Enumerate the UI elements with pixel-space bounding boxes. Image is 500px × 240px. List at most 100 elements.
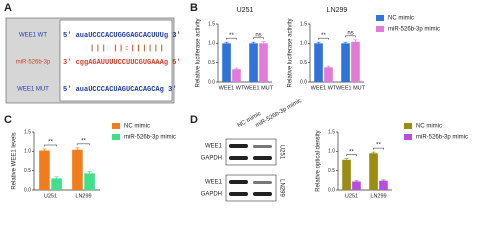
y-tick-label: 1.5 — [208, 21, 215, 27]
x-tick-label: U251 — [44, 193, 57, 199]
chart-title: U251 — [237, 7, 254, 14]
y-tick-label: 0.5 — [208, 60, 215, 66]
y-tick-label: 0.0 — [328, 187, 335, 193]
significance: ** — [376, 143, 381, 149]
significance-bracket — [43, 144, 58, 147]
blot — [225, 138, 277, 202]
band — [253, 181, 272, 184]
legend-swatch — [112, 134, 120, 140]
y-tick-label: 1.0 — [24, 149, 31, 155]
legend-label: NC mimic — [416, 124, 442, 130]
blot-row: GAPDH — [201, 192, 222, 198]
y-tick-label: 0.5 — [24, 168, 31, 174]
y-tick-label: 1.0 — [328, 149, 335, 155]
significance: ** — [321, 33, 326, 39]
significance-bracket — [76, 143, 91, 146]
y-axis-label: Relative WEE1 levels — [12, 132, 18, 189]
row-label: miR-526b-3p — [16, 60, 51, 66]
band — [253, 145, 272, 148]
bar — [351, 41, 360, 82]
bar — [232, 69, 241, 82]
pairing: ||| ||:|||||| — [90, 45, 165, 53]
bar — [72, 149, 83, 190]
bar — [379, 180, 388, 190]
band — [253, 156, 272, 160]
legend-label: miR-526b-3p mimic — [124, 135, 176, 141]
legend-swatch — [376, 15, 384, 21]
bar — [222, 43, 231, 82]
blot-frame — [225, 138, 277, 166]
y-axis-label: Relative luciferase activity — [288, 18, 294, 87]
legend-swatch — [376, 26, 384, 32]
cell-line: LN299 — [278, 179, 284, 197]
legend-swatch — [112, 123, 120, 129]
y-tick-label: 0.0 — [300, 79, 307, 85]
x-tick-label: WEE1 MUT — [244, 85, 274, 91]
blot-row: WEE1 — [205, 144, 223, 150]
significance: ** — [81, 138, 86, 144]
significance-bracket — [318, 37, 329, 40]
legend-label: NC mimic — [124, 124, 150, 130]
bar — [324, 67, 333, 82]
chart-title: LN299 — [327, 7, 348, 14]
blot-frame — [225, 174, 277, 202]
blot-row: GAPDH — [201, 156, 222, 162]
legend-swatch — [404, 123, 412, 129]
legend-label: NC mimic — [388, 16, 414, 22]
x-tick-label: WEE1 MUT — [336, 85, 366, 91]
cell-line: U251 — [278, 145, 284, 160]
y-tick-label: 0.0 — [208, 79, 215, 85]
row-label: WEE1 WT — [19, 33, 47, 39]
bar — [259, 43, 268, 82]
y-axis-label: Relative optical density — [316, 130, 322, 191]
panel-label: C — [4, 114, 12, 126]
significance-bracket — [373, 147, 384, 150]
bar — [84, 173, 95, 190]
sequence: 5' auaUCCCACUGGGAGCACUUUg 3' — [63, 32, 181, 40]
sequence-panel — [59, 19, 173, 102]
x-tick-label: LN299 — [75, 193, 91, 199]
x-tick-label: WEE1 WT — [219, 85, 245, 91]
legend-label: miR-526b-3p mimic — [388, 27, 440, 33]
y-tick-label: 0.5 — [300, 60, 307, 66]
significance: ** — [229, 33, 234, 39]
bar — [39, 150, 50, 190]
panel-label: B — [190, 2, 198, 14]
bar — [352, 181, 361, 190]
legend-swatch — [404, 134, 412, 140]
figure: A B C D WEE1 WT miR-526b-3p WEE1 MUT 5' … — [4, 2, 468, 202]
bar — [51, 178, 62, 190]
sequence: 5' auaUCCCACUAGUCACAGCAg 3' — [63, 86, 176, 94]
significance-bracket — [346, 154, 357, 157]
panel-label: A — [4, 2, 12, 14]
significance: ns — [347, 30, 353, 36]
significance-bracket — [345, 35, 356, 38]
significance-bracket — [253, 37, 264, 40]
y-tick-label: 1.0 — [300, 41, 307, 47]
x-tick-label: WEE1 WT — [311, 85, 337, 91]
bar — [342, 159, 351, 190]
sequence: 3' cggAGAUUUUCCUUCGUGAAAg 5' — [63, 59, 181, 67]
y-axis-label: Relative luciferase activity — [196, 18, 202, 87]
band — [253, 192, 272, 196]
significance: ** — [349, 149, 354, 155]
bar — [249, 43, 258, 82]
significance-bracket — [226, 37, 237, 40]
bar — [369, 153, 378, 190]
band — [229, 180, 248, 184]
significance: ns — [255, 32, 261, 38]
blot-row: WEE1 — [205, 180, 223, 186]
band — [229, 156, 248, 160]
blot-column: miR-526b-3p mimic — [255, 98, 303, 129]
panel-label: D — [190, 114, 198, 126]
x-tick-label: LN299 — [370, 193, 386, 199]
legend-label: miR-526b-3p mimic — [416, 135, 468, 141]
y-tick-label: 1.5 — [24, 129, 31, 135]
x-tick-label: U251 — [345, 193, 358, 199]
row-label: WEE1 MUT — [17, 87, 49, 93]
y-tick-label: 1.5 — [300, 21, 307, 27]
y-tick-label: 0.5 — [328, 168, 335, 174]
band — [229, 144, 248, 148]
significance: ** — [48, 140, 53, 146]
y-tick-label: 0.0 — [24, 187, 31, 193]
